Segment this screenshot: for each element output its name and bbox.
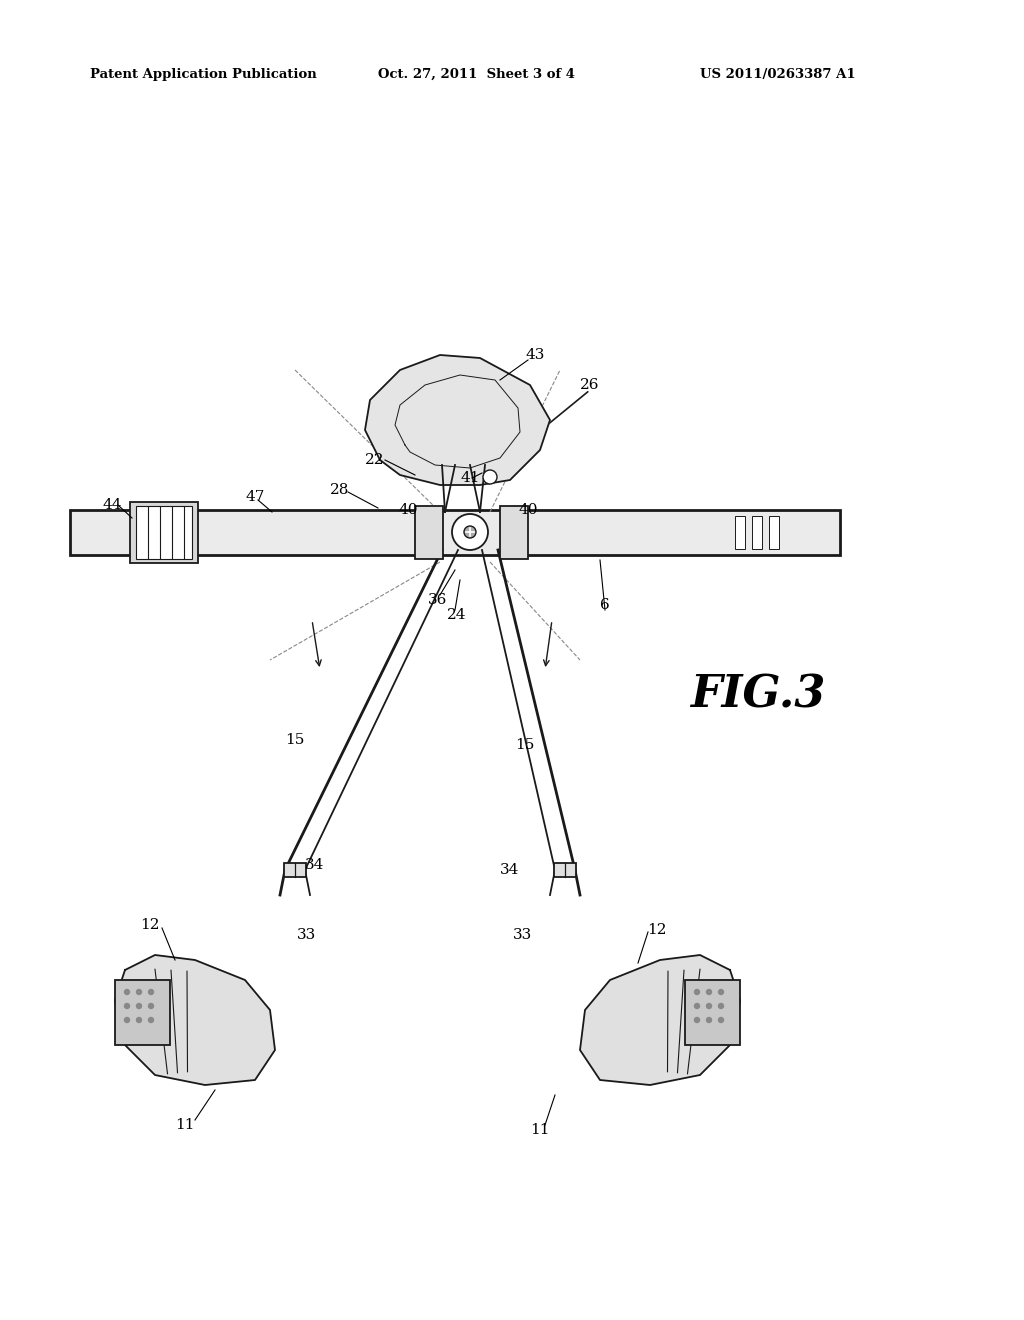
Bar <box>136 506 193 558</box>
Text: 15: 15 <box>515 738 535 752</box>
Circle shape <box>148 1003 154 1008</box>
Circle shape <box>719 1003 724 1008</box>
Circle shape <box>452 513 488 550</box>
Circle shape <box>694 1018 699 1023</box>
Text: 47: 47 <box>246 490 264 504</box>
Bar <box>500 506 528 558</box>
Bar <box>415 506 443 558</box>
Bar <box>115 979 170 1045</box>
Circle shape <box>125 1018 129 1023</box>
Bar <box>554 863 575 876</box>
Circle shape <box>707 1018 712 1023</box>
Circle shape <box>694 1003 699 1008</box>
Text: 36: 36 <box>428 593 447 607</box>
Circle shape <box>719 990 724 994</box>
Text: US 2011/0263387 A1: US 2011/0263387 A1 <box>700 69 856 81</box>
Circle shape <box>148 990 154 994</box>
Text: 40: 40 <box>398 503 418 517</box>
Text: 34: 34 <box>501 863 520 876</box>
Text: 33: 33 <box>512 928 531 942</box>
Bar <box>130 502 198 564</box>
Bar <box>685 979 740 1045</box>
Text: 22: 22 <box>366 453 385 467</box>
Text: 24: 24 <box>447 609 467 622</box>
Text: 15: 15 <box>286 733 305 747</box>
Text: 33: 33 <box>297 928 316 942</box>
Bar <box>735 516 745 549</box>
Circle shape <box>136 990 141 994</box>
Circle shape <box>125 1003 129 1008</box>
Text: 44: 44 <box>102 498 122 512</box>
Circle shape <box>464 525 476 539</box>
Circle shape <box>719 1018 724 1023</box>
Polygon shape <box>580 954 740 1085</box>
Polygon shape <box>115 954 275 1085</box>
Text: 34: 34 <box>305 858 325 873</box>
Text: 28: 28 <box>331 483 349 498</box>
Circle shape <box>694 990 699 994</box>
Bar <box>284 863 306 876</box>
Circle shape <box>136 1003 141 1008</box>
Text: 12: 12 <box>647 923 667 937</box>
Bar <box>70 510 840 554</box>
Circle shape <box>148 1018 154 1023</box>
Text: FIG.3: FIG.3 <box>690 673 825 717</box>
Text: 11: 11 <box>530 1123 550 1137</box>
Text: 11: 11 <box>175 1118 195 1133</box>
Text: 12: 12 <box>140 917 160 932</box>
Circle shape <box>707 990 712 994</box>
Text: 41: 41 <box>460 471 480 484</box>
Circle shape <box>707 1003 712 1008</box>
Circle shape <box>136 1018 141 1023</box>
Circle shape <box>483 470 497 484</box>
Text: Patent Application Publication: Patent Application Publication <box>90 69 316 81</box>
Bar <box>769 516 779 549</box>
Polygon shape <box>365 355 550 484</box>
Text: 26: 26 <box>581 378 600 392</box>
Circle shape <box>125 990 129 994</box>
Text: Oct. 27, 2011  Sheet 3 of 4: Oct. 27, 2011 Sheet 3 of 4 <box>378 69 575 81</box>
Text: 43: 43 <box>525 348 545 362</box>
Bar <box>752 516 762 549</box>
Text: 40: 40 <box>518 503 538 517</box>
Text: 6: 6 <box>600 598 610 612</box>
